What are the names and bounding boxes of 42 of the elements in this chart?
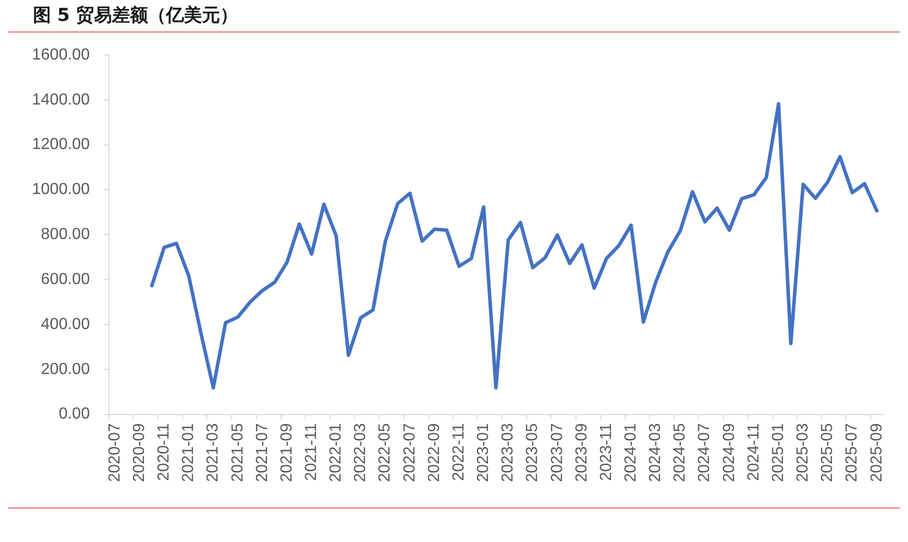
chart-title: 图 5 贸易差额（亿美元） (33, 4, 238, 27)
y-tick-label: 0.00 (58, 406, 90, 423)
x-tick-label: 2024-03 (647, 423, 664, 482)
y-tick-label: 400.00 (40, 316, 90, 333)
x-tick-label: 2023-09 (573, 423, 590, 482)
x-tick-label: 2022-01 (328, 423, 345, 482)
y-tick-label: 1600.00 (32, 46, 90, 64)
x-tick-label: 2025-01 (770, 423, 787, 482)
x-tick-label: 2023-05 (524, 423, 542, 482)
x-tick-label: 2020-09 (130, 423, 148, 482)
x-tick-label: 2023-07 (548, 423, 566, 482)
x-tick-label: 2025-03 (794, 423, 812, 482)
x-tick-label: 2020-07 (106, 423, 124, 482)
x-tick-label: 2023-01 (475, 423, 492, 482)
x-tick-label: 2022-07 (401, 423, 418, 482)
x-tick-label: 2022-09 (426, 423, 443, 482)
y-tick-label: 1200.00 (32, 136, 90, 154)
y-tick-label: 600.00 (40, 270, 90, 288)
x-tick-label: 2021-03 (204, 423, 222, 482)
x-tick-label: 2021-01 (180, 423, 198, 482)
x-tick-label: 2021-09 (278, 423, 296, 482)
x-tick-label: 2024-07 (696, 423, 714, 482)
y-tick-label: 800.00 (40, 226, 90, 244)
x-tick-label: 2021-07 (254, 423, 271, 482)
x-tick-label: 2025-07 (844, 423, 861, 482)
x-tick-label: 2024-09 (720, 423, 738, 482)
x-tick-label: 2024-01 (622, 423, 640, 482)
x-tick-label: 2020-11 (156, 423, 173, 481)
x-tick-label: 2022-03 (352, 423, 370, 482)
x-tick-label: 2024-05 (672, 423, 689, 482)
x-tick-label: 2021-05 (229, 423, 246, 482)
y-tick-label: 200.00 (40, 360, 90, 378)
x-tick-label: 2024-11 (745, 423, 762, 481)
y-tick-label: 1400.00 (32, 91, 90, 108)
x-tick-label: 2021-11 (303, 423, 320, 481)
x-tick-label: 2023-11 (598, 423, 615, 481)
x-tick-label: 2025-09 (868, 423, 886, 482)
x-tick-label: 2023-03 (500, 423, 517, 482)
x-tick-label: 2022-05 (376, 423, 394, 482)
x-tick-label: 2022-11 (450, 423, 468, 481)
x-tick-label: 2025-05 (819, 423, 836, 482)
y-tick-label: 1000.00 (32, 181, 90, 198)
